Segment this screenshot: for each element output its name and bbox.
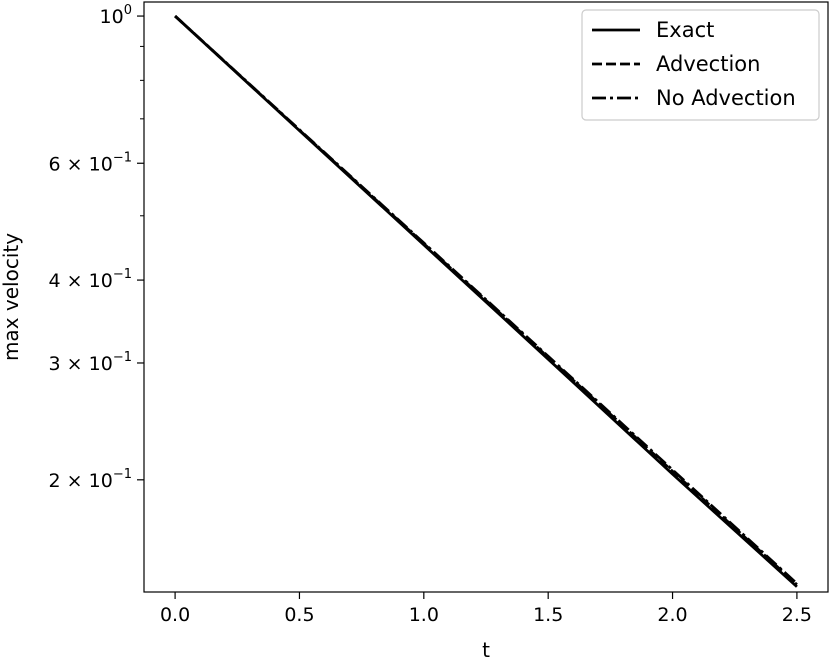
legend-box [581,9,820,121]
x-tick-label: 1.0 [409,604,439,626]
legend-label-advection: Advection [656,52,760,76]
legend: Exact Advection No Advection [581,9,820,121]
y-tick-label: 4 × 10−1 [49,267,132,292]
y-tick-label: 100 [100,3,132,28]
y-tick-label: 6 × 10−1 [49,150,132,175]
legend-label-no-advection: No Advection [656,86,796,110]
x-tick-label: 1.5 [533,604,563,626]
x-axis-ticks: 0.0 0.5 1.0 1.5 2.0 2.5 [160,592,812,626]
plot-series [174,15,798,588]
plot-frame [143,1,829,593]
x-tick-label: 2.0 [657,604,687,626]
y-tick-label: 2 × 10−1 [49,467,132,492]
x-axis-label: t [482,638,490,662]
y-tick-label: 3 × 10−1 [49,350,132,375]
legend-label-exact: Exact [656,18,714,42]
x-tick-label: 0.5 [284,604,314,626]
x-tick-label: 2.5 [782,604,812,626]
series-line-no-advection [174,15,798,585]
y-axis-ticks: 100 6 × 10−1 4 × 10−1 3 × 10−1 2 × 10−1 [49,3,144,492]
y-axis-label: max velocity [0,233,23,361]
x-tick-label: 0.0 [160,604,190,626]
